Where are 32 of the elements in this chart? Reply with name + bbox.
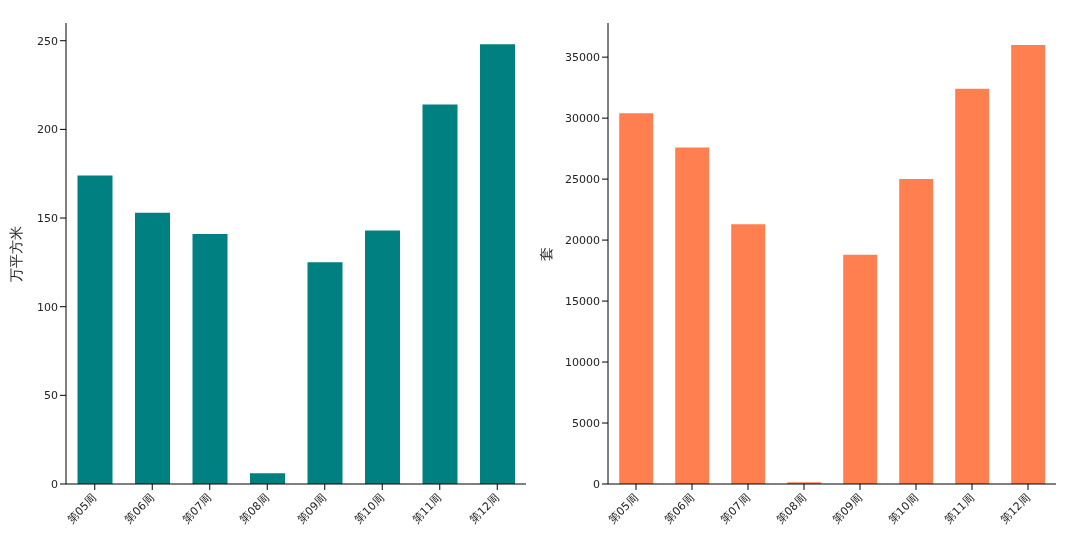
x-tick-label: 第09周 — [829, 491, 865, 527]
x-tick-label: 第08周 — [237, 491, 272, 527]
y-tick-label: 5000 — [572, 416, 600, 430]
y-tick-label: 250 — [37, 34, 58, 48]
y-tick-label: 200 — [37, 123, 58, 137]
y-axis-title: 万平方米 — [7, 225, 24, 282]
y-tick-label: 20000 — [565, 233, 600, 247]
x-tick-label: 第12周 — [467, 491, 502, 527]
x-tick-label: 第10周 — [352, 491, 387, 527]
y-tick-label: 150 — [37, 211, 58, 225]
x-tick-label: 第11周 — [409, 491, 445, 527]
y-tick-label: 50 — [44, 389, 58, 403]
x-tick-label: 第07周 — [717, 491, 753, 527]
x-tick-label: 第06周 — [122, 491, 157, 527]
y-tick-label: 35000 — [565, 51, 600, 65]
x-tick-label: 第07周 — [179, 491, 215, 527]
y-tick-label: 30000 — [565, 112, 600, 126]
y-tick-label: 25000 — [565, 173, 600, 187]
x-tick-label: 第06周 — [661, 491, 697, 527]
y-axis-title: 套 — [537, 246, 554, 261]
x-tick-label: 第10周 — [885, 491, 921, 527]
y-tick-label: 0 — [593, 477, 600, 491]
x-tick-label: 第11周 — [941, 491, 977, 527]
x-tick-label: 第12周 — [997, 491, 1033, 527]
x-tick-label: 第05周 — [64, 491, 100, 527]
x-tick-label: 第05周 — [605, 491, 641, 527]
y-tick-label: 15000 — [565, 294, 600, 308]
x-tick-label: 第09周 — [294, 491, 330, 527]
y-tick-label: 100 — [37, 300, 58, 314]
y-tick-label: 10000 — [565, 355, 600, 369]
x-tick-label: 第08周 — [773, 491, 809, 527]
y-tick-label: 0 — [51, 477, 58, 491]
